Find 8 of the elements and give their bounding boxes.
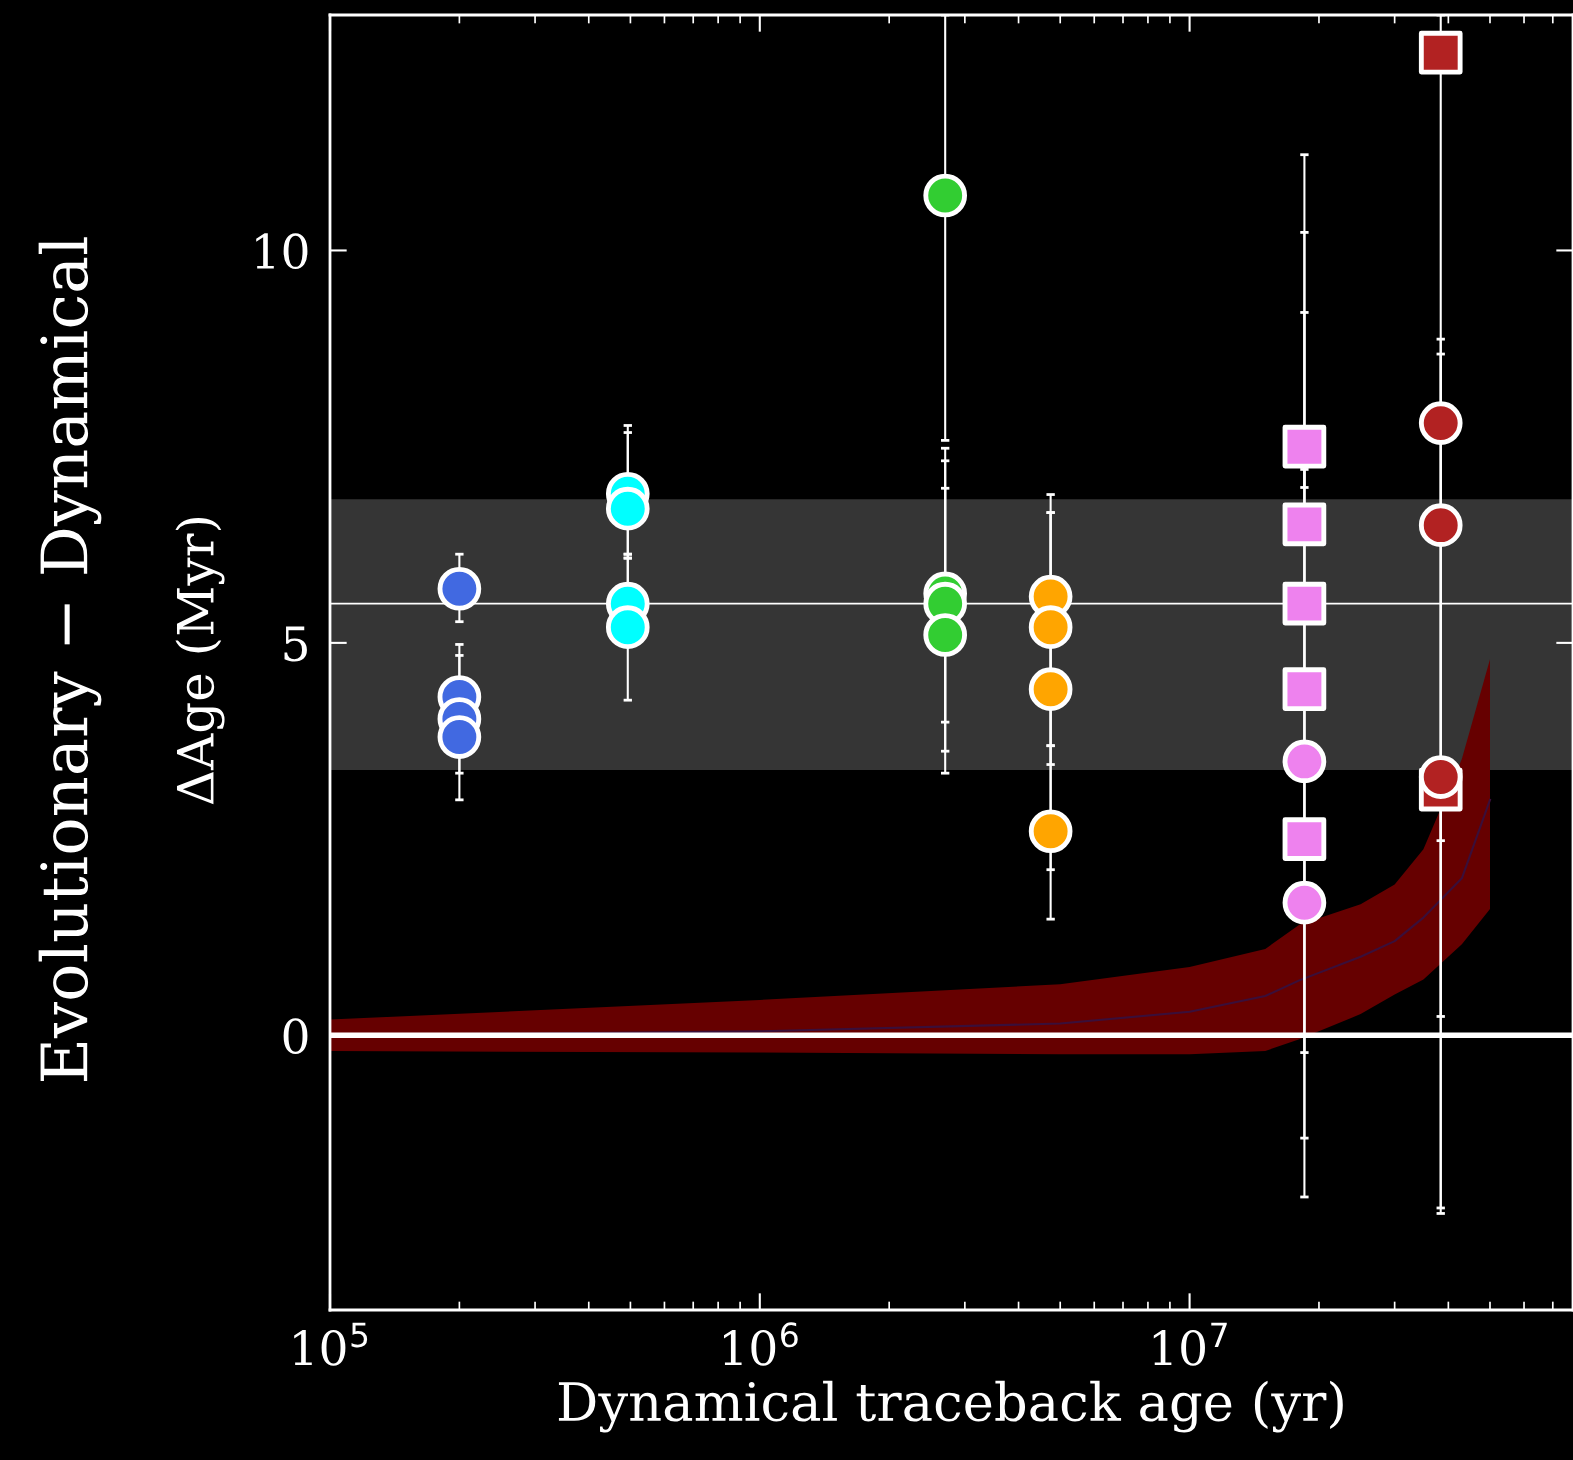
- x-tick-label: 10$^{5}$: [294, 1322, 368, 1366]
- y-tick-label: 10: [256, 233, 308, 270]
- x-tick-label: 10$^{6}$: [724, 1322, 798, 1366]
- y-tick-label: 0: [283, 1018, 308, 1054]
- x-tick-label: 10$^{7}$: [1153, 1322, 1227, 1366]
- y-tick-label: 5: [284, 626, 307, 662]
- y-axis-title: Evolutionary − Dynamical ΔAge (Myr): [38, 237, 225, 1082]
- x-axis-title: Dynamical traceback age (yr): [558, 1380, 1343, 1433]
